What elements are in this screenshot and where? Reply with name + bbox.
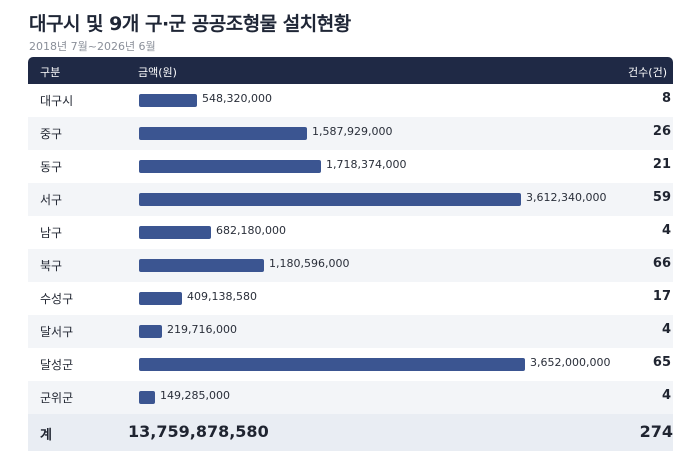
amount-label: 548,320,000 <box>202 92 272 105</box>
total-count: 274 <box>639 422 673 441</box>
row-count: 4 <box>661 322 671 337</box>
amount-bar <box>139 193 521 206</box>
amount-bar <box>139 259 264 272</box>
table-row: 대구시 548,320,000 8 <box>28 84 673 117</box>
amount-bar <box>139 292 182 305</box>
table-header: 구분 금액(원) 건수(건) <box>28 57 673 84</box>
table-row: 서구 3,612,340,000 59 <box>28 183 673 216</box>
amount-bar <box>139 358 525 371</box>
amount-bar <box>139 127 307 140</box>
row-category: 북구 <box>40 259 63 273</box>
data-table: 구분 금액(원) 건수(건) 대구시 548,320,000 8 중구 1,587,92… <box>28 57 673 451</box>
amount-bar <box>139 391 155 404</box>
amount-label: 3,612,340,000 <box>526 191 607 204</box>
row-category: 남구 <box>40 226 63 240</box>
header-count: 건수(건) <box>628 66 667 79</box>
row-category: 군위군 <box>40 391 74 405</box>
header-category: 구분 <box>40 66 61 79</box>
row-category: 수성구 <box>40 292 74 306</box>
amount-label: 149,285,000 <box>160 389 230 402</box>
page-subtitle: 2018년 7월~2026년 6월 <box>29 40 156 53</box>
row-category: 중구 <box>40 127 63 141</box>
amount-bar <box>139 325 162 338</box>
row-count: 26 <box>652 124 671 139</box>
table-body: 대구시 548,320,000 8 중구 1,587,929,000 26 동구 1,718,… <box>28 84 673 414</box>
amount-label: 219,716,000 <box>167 323 237 336</box>
amount-label: 3,652,000,000 <box>530 356 611 369</box>
table-row: 동구 1,718,374,000 21 <box>28 150 673 183</box>
row-count: 4 <box>661 388 671 403</box>
table-row: 군위군 149,285,000 4 <box>28 381 673 414</box>
row-count: 17 <box>652 289 671 304</box>
total-amount: 13,759,878,580 <box>128 422 269 441</box>
row-category: 대구시 <box>40 94 74 108</box>
amount-label: 682,180,000 <box>216 224 286 237</box>
table-row: 달서구 219,716,000 4 <box>28 315 673 348</box>
amount-bar <box>139 160 321 173</box>
amount-bar <box>139 226 211 239</box>
row-count: 59 <box>652 190 671 205</box>
row-category: 달성군 <box>40 358 74 372</box>
total-row: 계 13,759,878,580 274 <box>28 414 673 451</box>
table-row: 남구 682,180,000 4 <box>28 216 673 249</box>
table-row: 중구 1,587,929,000 26 <box>28 117 673 150</box>
row-count: 8 <box>661 91 671 106</box>
page-title: 대구시 및 9개 구·군 공공조형물 설치현황 <box>29 13 351 35</box>
row-category: 달서구 <box>40 325 74 339</box>
header-amount: 금액(원) <box>138 66 177 79</box>
total-label: 계 <box>40 428 52 443</box>
amount-bar <box>139 94 197 107</box>
row-category: 동구 <box>40 160 63 174</box>
amount-label: 1,718,374,000 <box>326 158 407 171</box>
table-row: 달성군 3,652,000,000 65 <box>28 348 673 381</box>
row-count: 66 <box>652 256 671 271</box>
row-count: 65 <box>652 355 671 370</box>
row-count: 4 <box>661 223 671 238</box>
row-category: 서구 <box>40 193 63 207</box>
table-row: 수성구 409,138,580 17 <box>28 282 673 315</box>
amount-label: 1,180,596,000 <box>269 257 350 270</box>
table-row: 북구 1,180,596,000 66 <box>28 249 673 282</box>
row-count: 21 <box>652 157 671 172</box>
amount-label: 409,138,580 <box>187 290 257 303</box>
amount-label: 1,587,929,000 <box>312 125 393 138</box>
